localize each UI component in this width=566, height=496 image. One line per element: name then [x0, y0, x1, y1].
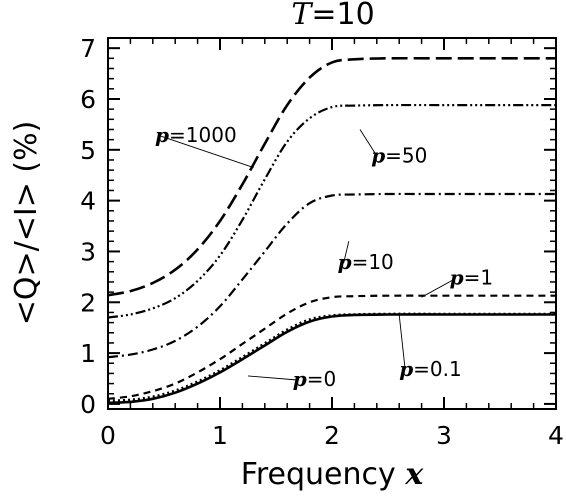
y-tick-label: 6: [80, 85, 96, 114]
y-tick-labels: 0 1 2 3 4 5 6 7: [80, 34, 96, 419]
y-tick-label: 3: [80, 237, 96, 266]
x-tick-label: 0: [100, 421, 116, 450]
x-tick-label: 1: [212, 421, 228, 450]
y-tick-label: 5: [80, 136, 96, 165]
y-tick-label: 1: [80, 339, 96, 368]
x-tick-label: 4: [548, 421, 564, 450]
chart-title-variable: T: [291, 0, 313, 32]
y-axis-label: <Q>/<I> (%): [9, 121, 44, 326]
y-tick-label: 7: [80, 34, 96, 63]
series-label-2: p=1: [450, 265, 493, 289]
series-label-4: p=50: [371, 144, 427, 168]
series-line-5: [107, 56, 556, 297]
series-label-pointer: [247, 375, 299, 381]
series-label-1: p=0.1: [399, 357, 462, 381]
x-axis-label: Frequency x: [241, 457, 425, 492]
series-label-pointer: [398, 314, 406, 371]
x-axis-variable: x: [404, 457, 424, 492]
series-label-pointer: [160, 135, 254, 169]
y-tick-label: 2: [80, 288, 96, 317]
series-label-pointer: [343, 241, 350, 264]
series-label-pointer: [359, 129, 378, 157]
chart-title-value: =10: [311, 0, 374, 32]
series-lines: [107, 56, 556, 405]
series-label-0: p=0: [293, 367, 336, 391]
x-tick-labels: 0 1 2 3 4: [100, 421, 564, 450]
x-tick-label: 3: [436, 421, 452, 450]
axis-ticks: [107, 37, 557, 409]
series-label-3: p=10: [338, 250, 394, 274]
series-line-4: [107, 103, 556, 319]
series-line-3: [107, 192, 556, 359]
x-axis-label-text: Frequency: [241, 457, 396, 492]
y-tick-label: 4: [80, 187, 96, 216]
series-labels: p=0 p=0.1 p=1 p=10 p=50 p=1000: [155, 123, 493, 391]
chart-title: T=10: [291, 0, 374, 32]
series-line-1: [107, 312, 556, 403]
x-tick-label: 2: [324, 421, 340, 450]
plot-frame: [107, 37, 557, 410]
y-tick-label: 0: [80, 390, 96, 419]
series-label-pointer: [421, 278, 456, 298]
series-label-5: p=1000: [155, 123, 237, 147]
